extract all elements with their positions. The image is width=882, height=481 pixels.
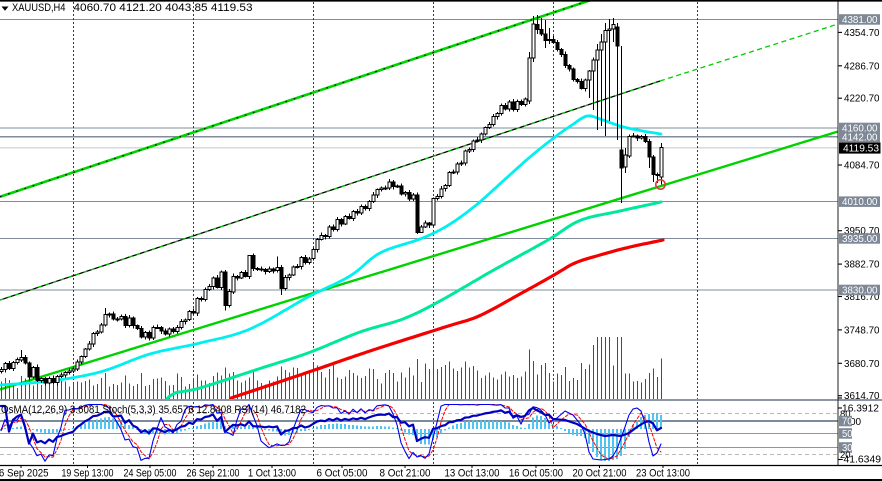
svg-text:20: 20 <box>840 450 851 461</box>
svg-text:23 Oct 13:00: 23 Oct 13:00 <box>636 468 690 480</box>
svg-text:13 Oct 13:00: 13 Oct 13:00 <box>445 468 500 480</box>
svg-text:3816.70: 3816.70 <box>844 292 880 303</box>
svg-text:3680.70: 3680.70 <box>844 359 880 370</box>
svg-text:3882.70: 3882.70 <box>844 260 880 271</box>
svg-text:-41.6349: -41.6349 <box>840 455 881 466</box>
svg-text:3748.70: 3748.70 <box>844 325 880 336</box>
svg-text:1 Oct 13:00: 1 Oct 13:00 <box>248 468 296 480</box>
svg-text:3830.00: 3830.00 <box>842 286 878 297</box>
svg-text:4381.00: 4381.00 <box>842 15 878 26</box>
svg-text:70: 70 <box>842 417 853 428</box>
svg-text:4010.00: 4010.00 <box>842 197 878 208</box>
svg-text:4160.00: 4160.00 <box>842 124 878 135</box>
svg-text:00: 00 <box>850 417 862 428</box>
svg-text:16 Oct 05:00: 16 Oct 05:00 <box>509 468 563 480</box>
svg-text:3950.70: 3950.70 <box>844 226 880 237</box>
svg-text:XAUUSD,H4: XAUUSD,H4 <box>12 2 66 14</box>
svg-text:80: 80 <box>840 409 851 420</box>
svg-text:16.3912: 16.3912 <box>842 404 879 415</box>
svg-text:26 Sep 21:00: 26 Sep 21:00 <box>187 468 240 480</box>
svg-text:4060.70 4121.20 4043.85 4119.5: 4060.70 4121.20 4043.85 4119.53 <box>74 2 253 14</box>
svg-text:4220.70: 4220.70 <box>844 94 880 105</box>
svg-text:24 Sep 05:00: 24 Sep 05:00 <box>124 468 177 480</box>
svg-text:6 Oct 05:00: 6 Oct 05:00 <box>317 468 368 480</box>
svg-text:4354.70: 4354.70 <box>844 28 880 39</box>
svg-text:19 Sep 13:00: 19 Sep 13:00 <box>62 468 114 480</box>
svg-text:OsMA(12,26,9) 3.6081 Stoch(5,: OsMA(12,26,9) 3.6081 Stoch(5,3,3) 35.657… <box>1 404 306 416</box>
svg-text:50: 50 <box>842 429 853 440</box>
svg-text:8 Oct 21:00: 8 Oct 21:00 <box>380 468 431 480</box>
svg-text:4119.53: 4119.53 <box>843 143 879 154</box>
svg-text:16 Sep 2025: 16 Sep 2025 <box>0 468 49 480</box>
svg-text:30: 30 <box>842 443 853 454</box>
svg-text:4084.70: 4084.70 <box>844 161 880 172</box>
svg-text:3935.00: 3935.00 <box>842 234 878 245</box>
svg-text:20 Oct 21:00: 20 Oct 21:00 <box>573 468 627 480</box>
svg-text:3614.70: 3614.70 <box>844 391 880 402</box>
svg-text:4142.00: 4142.00 <box>842 132 878 143</box>
svg-text:4286.70: 4286.70 <box>844 61 880 72</box>
